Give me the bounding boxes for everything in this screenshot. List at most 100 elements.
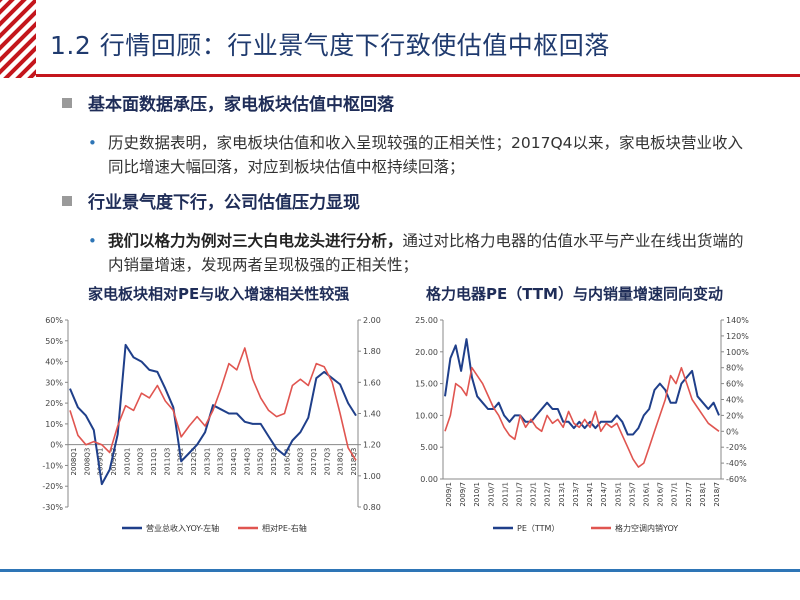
x-tick-label: 2012/1 [530, 482, 538, 507]
left-tick-label: 0.00 [420, 475, 438, 484]
x-tick-label: 2016/7 [657, 482, 665, 507]
left-tick-label: 60% [45, 316, 63, 325]
chart2: 25.00 20.00 15.00 10.00 5.00 0.00 140% 120% 100%… [415, 316, 749, 533]
square-bullet-icon [62, 98, 72, 108]
chart1-title: 家电板块相对PE与收入增速相关性较强 [88, 285, 350, 303]
x-tick-label: 2015Q1 [257, 448, 265, 476]
right-tick-label: 40% [726, 396, 744, 405]
right-tick-label: 0.80 [363, 503, 381, 512]
x-tick-label: 2009Q1 [97, 448, 105, 476]
x-tick-label: 2018Q1 [337, 448, 345, 476]
right-tick-label: 1.00 [363, 472, 381, 481]
x-tick-label: 2014Q1 [230, 448, 238, 476]
x-tick-label: 2013/1 [558, 482, 566, 507]
series-line-1 [69, 343, 357, 486]
right-tick-label: 120% [726, 332, 749, 341]
x-tick-label: 2010/7 [487, 482, 495, 507]
right-tick-label: 2.00 [363, 316, 381, 325]
x-tick-label: 2009/7 [459, 482, 467, 507]
section-bullet-1-text: 历史数据表明，家电板块估值和收入呈现较强的正相关性；2017Q4以来，家电板块营… [108, 134, 744, 176]
x-tick-label: 2010/1 [473, 482, 481, 507]
left-tick-label: 5.00 [420, 443, 438, 452]
right-tick-label: 1.20 [363, 441, 381, 450]
x-tick-label: 2011Q3 [163, 448, 171, 476]
left-tick-label: 10% [45, 420, 63, 429]
x-tick-label: 2016Q3 [297, 448, 305, 476]
right-tick-label: 80% [726, 364, 744, 373]
left-tick-label: 0% [50, 441, 63, 450]
legend-label-1: PE（TTM） [517, 524, 559, 533]
x-tick-label: 2018/1 [699, 482, 707, 507]
left-tick-label: 15.00 [415, 380, 438, 389]
left-tick-label: 40% [45, 358, 63, 367]
left-tick-label: 50% [45, 337, 63, 346]
x-tick-label: 2012Q3 [190, 448, 198, 476]
left-tick-label: 10.00 [415, 411, 438, 420]
series-line-2 [69, 347, 357, 461]
footer-divider [0, 569, 800, 572]
legend-label-2: 格力空调内销YOY [615, 523, 678, 533]
x-tick-label: 2017/7 [685, 482, 693, 507]
x-tick-label: 2017Q3 [323, 448, 331, 476]
left-tick-label: 20.00 [415, 348, 438, 357]
section-bullet-2-bold: 我们以格力为例对三大白电龙头进行分析， [108, 232, 403, 250]
x-tick-label: 2017Q1 [310, 448, 318, 476]
left-tick-label: -30% [42, 503, 63, 512]
legend-label-1: 营业总收入YOY-左轴 [146, 523, 219, 533]
section-bullet-1: • 历史数据表明，家电板块估值和收入呈现较强的正相关性；2017Q4以来，家电板… [88, 131, 758, 179]
x-tick-label: 2015/1 [614, 482, 622, 507]
right-tick-label: 1.80 [363, 347, 381, 356]
x-tick-label: 2011/1 [501, 482, 509, 507]
chart1: 60% 50% 40% 30% 20% 10% 0% -10% -20% -30% 2.00 1.80… [42, 316, 381, 533]
section-heading-2-text: 行业景气度下行，公司估值压力显现 [88, 193, 360, 213]
right-tick-label: 140% [726, 316, 749, 325]
right-tick-label: 100% [726, 348, 749, 357]
x-tick-label: 2011Q1 [150, 448, 158, 476]
left-tick-label: 30% [45, 378, 63, 387]
x-tick-label: 2016/1 [642, 482, 650, 507]
right-tick-label: 0% [726, 427, 739, 436]
series-line-2 [444, 366, 720, 468]
x-tick-label: 2013Q1 [203, 448, 211, 476]
section-heading-1-text: 基本面数据承压，家电板块估值中枢回落 [88, 95, 394, 115]
chart2-title: 格力电器PE（TTM）与内销量增速同向变动 [426, 285, 723, 303]
x-tick-label: 2009Q3 [110, 448, 118, 476]
x-tick-label: 2014/1 [586, 482, 594, 507]
right-tick-label: 1.40 [363, 410, 381, 419]
x-tick-label: 2016Q1 [283, 448, 291, 476]
square-bullet-icon [62, 196, 72, 206]
x-tick-label: 2012/7 [544, 482, 552, 507]
x-tick-label: 2014Q3 [243, 448, 251, 476]
right-tick-label: 60% [726, 380, 744, 389]
right-tick-label: -40% [726, 459, 747, 468]
x-tick-label: 2017/1 [671, 482, 679, 507]
bullet-dot-icon: • [88, 232, 97, 250]
right-tick-label: 1.60 [363, 378, 381, 387]
left-tick-label: 20% [45, 399, 63, 408]
x-tick-label: 2011/7 [516, 482, 524, 507]
x-tick-label: 2014/7 [600, 482, 608, 507]
right-tick-label: -60% [726, 475, 747, 484]
x-tick-label: 2015Q3 [270, 448, 278, 476]
title-stripe-decoration [0, 0, 36, 78]
section-heading-2: 行业景气度下行，公司估值压力显现 [62, 188, 360, 213]
x-tick-label: 2010Q3 [137, 448, 145, 476]
series-line-1 [444, 338, 720, 436]
legend-label-2: 相对PE-右轴 [262, 523, 307, 533]
x-tick-label: 2018/7 [713, 482, 721, 507]
left-tick-label: 25.00 [415, 316, 438, 325]
x-tick-label: 2010Q1 [123, 448, 131, 476]
left-tick-label: -20% [42, 482, 63, 491]
x-tick-label: 2009/1 [445, 482, 453, 507]
left-tick-label: -10% [42, 461, 63, 470]
section-heading-1: 基本面数据承压，家电板块估值中枢回落 [62, 90, 394, 115]
right-tick-label: -20% [726, 443, 747, 452]
title-divider [36, 74, 800, 77]
right-tick-label: 20% [726, 411, 744, 420]
x-tick-label: 2013Q3 [217, 448, 225, 476]
x-tick-label: 2013/7 [572, 482, 580, 507]
section-bullet-2-text: 通过对比格力电器的估值水平与产业在线出货端的内销量增速，发现两者呈现极强的正相关… [108, 232, 744, 274]
bullet-dot-icon: • [88, 134, 97, 152]
x-tick-label: 2018Q3 [350, 448, 358, 476]
x-tick-label: 2008Q3 [83, 448, 91, 476]
